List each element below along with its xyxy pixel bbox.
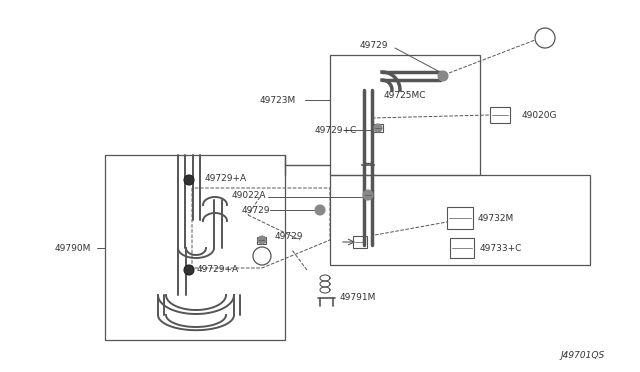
- Circle shape: [184, 265, 194, 275]
- Bar: [490, 107, 510, 123]
- Text: 49725MC: 49725MC: [384, 90, 426, 99]
- Text: 49790M: 49790M: [55, 244, 92, 253]
- Circle shape: [253, 247, 271, 265]
- Bar: [105, 155, 285, 340]
- Text: 49791M: 49791M: [340, 294, 376, 302]
- Text: 49729: 49729: [275, 231, 303, 241]
- Circle shape: [438, 71, 448, 81]
- Circle shape: [374, 124, 382, 132]
- Text: 49729+A: 49729+A: [197, 266, 239, 275]
- Text: 49733+C: 49733+C: [480, 244, 522, 253]
- Circle shape: [363, 190, 373, 200]
- Bar: [257, 237, 266, 244]
- Bar: [330, 175, 590, 265]
- Bar: [373, 124, 383, 132]
- Text: 49729+A: 49729+A: [205, 173, 247, 183]
- Text: 49729+C: 49729+C: [315, 125, 357, 135]
- Circle shape: [315, 205, 325, 215]
- Text: J49701QS: J49701QS: [561, 350, 605, 359]
- Text: 49732M: 49732M: [478, 214, 515, 222]
- Circle shape: [535, 28, 555, 48]
- Circle shape: [184, 175, 194, 185]
- Bar: [450, 238, 474, 258]
- Text: 49729: 49729: [242, 205, 271, 215]
- Text: 49020G: 49020G: [522, 110, 557, 119]
- Bar: [353, 236, 367, 248]
- Text: b: b: [260, 251, 264, 260]
- Circle shape: [258, 236, 266, 244]
- Bar: [447, 207, 473, 229]
- Text: 49723M: 49723M: [260, 96, 296, 105]
- Bar: [363, 191, 373, 199]
- Text: 49729: 49729: [360, 41, 388, 49]
- Bar: [330, 55, 480, 175]
- Text: a: a: [543, 33, 548, 42]
- Text: 49022A: 49022A: [232, 190, 266, 199]
